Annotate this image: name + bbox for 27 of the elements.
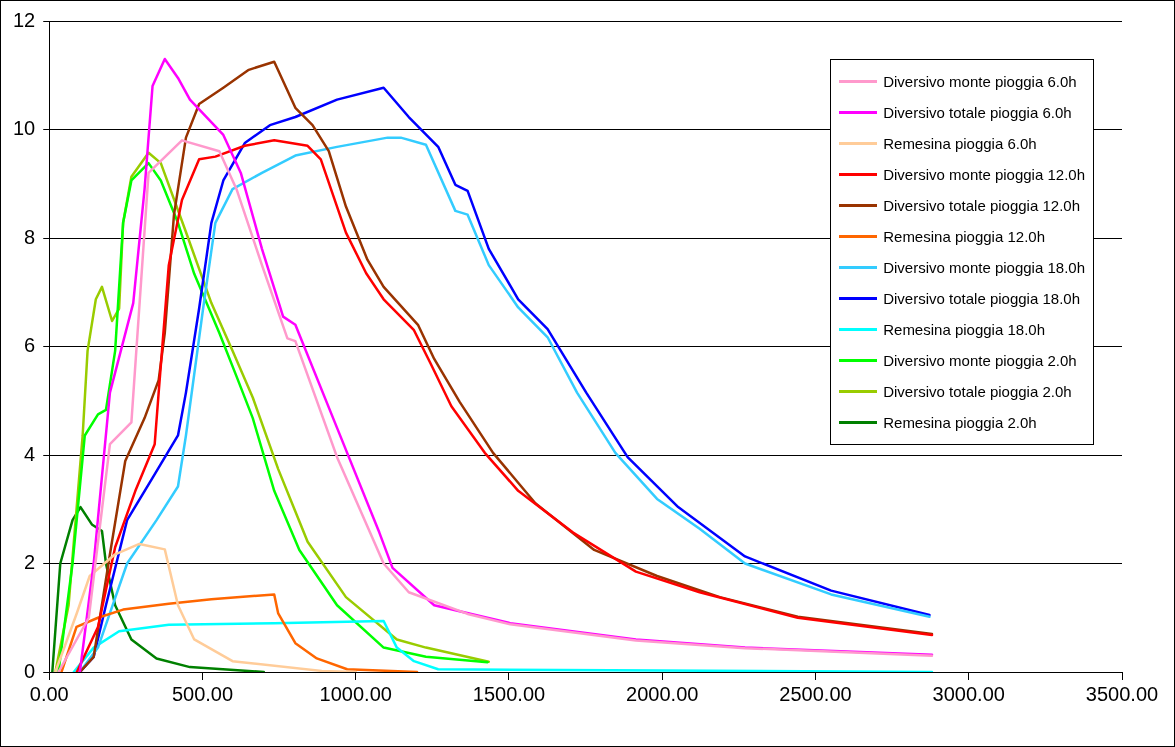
y-tick-label: 6 — [24, 334, 36, 357]
y-tick-label: 2 — [24, 551, 36, 574]
x-tick-label: 3000.00 — [932, 682, 1005, 705]
legend-label: Diversivo monte pioggia 12.0h — [883, 166, 1085, 183]
legend-label: Diversivo totale pioggia 2.0h — [883, 383, 1072, 400]
legend-label: Diversivo monte pioggia 2.0h — [883, 352, 1077, 369]
x-tick-label: 2000.00 — [626, 682, 699, 705]
x-tick-label: 3500.00 — [1085, 682, 1159, 705]
legend-label: Diversivo totale pioggia 12.0h — [883, 197, 1080, 214]
legend-label: Diversivo totale pioggia 18.0h — [883, 290, 1080, 307]
legend-label: Diversivo monte pioggia 18.0h — [883, 259, 1085, 276]
x-tick-label: 1000.00 — [319, 682, 392, 705]
x-tick-label: 2500.00 — [779, 682, 852, 705]
y-tick-label: 8 — [24, 225, 36, 248]
legend-label: Diversivo totale pioggia 6.0h — [883, 104, 1072, 121]
x-tick-label: 1500.00 — [472, 682, 546, 705]
legend-label: Remesina pioggia 6.0h — [883, 135, 1037, 152]
y-tick-label: 12 — [13, 8, 36, 31]
legend-label: Remesina pioggia 12.0h — [883, 228, 1045, 245]
x-tick-label: 0.00 — [29, 682, 69, 705]
y-tick-label: 4 — [24, 442, 36, 465]
legend-label: Remesina pioggia 18.0h — [883, 321, 1045, 338]
x-tick-label: 500.00 — [171, 682, 234, 705]
y-tick-label: 10 — [13, 117, 36, 140]
legend-label: Diversivo monte pioggia 6.0h — [883, 73, 1077, 90]
legend-label: Remesina pioggia 2.0h — [883, 414, 1037, 431]
y-tick-label: 0 — [24, 659, 36, 682]
